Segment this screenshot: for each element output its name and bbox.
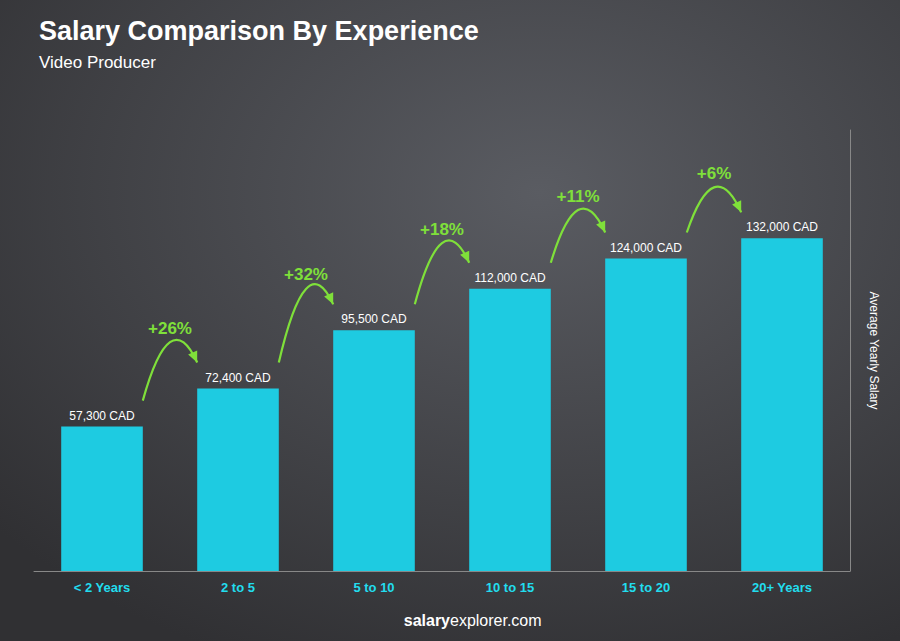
svg-text:10 to 15: 10 to 15 xyxy=(486,580,534,595)
svg-text:+18%: +18% xyxy=(420,220,464,239)
svg-text:2 to 5: 2 to 5 xyxy=(221,580,255,595)
svg-text:explorer.com: explorer.com xyxy=(450,612,542,629)
svg-text:15 to 20: 15 to 20 xyxy=(622,580,670,595)
svg-text:+32%: +32% xyxy=(284,265,328,284)
svg-text:95,500 CAD: 95,500 CAD xyxy=(341,312,407,326)
svg-text:+26%: +26% xyxy=(148,319,192,338)
svg-text:+11%: +11% xyxy=(556,187,599,206)
svg-text:salary: salary xyxy=(404,612,450,629)
svg-text:132,000 CAD: 132,000 CAD xyxy=(746,220,818,234)
svg-text:< 2 Years: < 2 Years xyxy=(74,580,131,595)
svg-text:Salary Comparison By Experienc: Salary Comparison By Experience xyxy=(39,16,479,46)
svg-text:20+ Years: 20+ Years xyxy=(752,580,812,595)
svg-text:57,300 CAD: 57,300 CAD xyxy=(69,409,135,423)
svg-text:112,000 CAD: 112,000 CAD xyxy=(474,271,545,285)
svg-text:Video Producer: Video Producer xyxy=(39,53,156,72)
svg-text:72,400 CAD: 72,400 CAD xyxy=(205,371,271,385)
svg-text:Average Yearly Salary: Average Yearly Salary xyxy=(867,292,881,410)
svg-text:5 to 10: 5 to 10 xyxy=(353,580,394,595)
svg-text:124,000 CAD: 124,000 CAD xyxy=(610,241,682,255)
svg-text:+6%: +6% xyxy=(697,164,732,183)
